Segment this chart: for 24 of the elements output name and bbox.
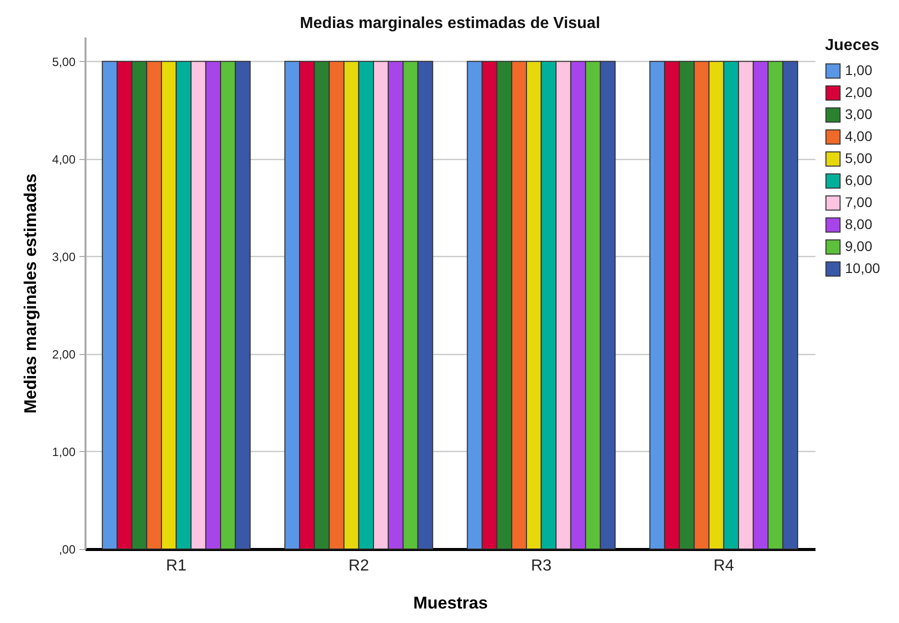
legend-label: 3,00 [845,106,872,122]
legend-label: 5,00 [845,150,872,166]
x-tick-label: R4 [714,558,734,574]
legend-label: 1,00 [845,62,872,78]
y-axis-title: Medias marginales estimadas [21,173,40,414]
x-axis-title: Muestras [413,594,488,612]
y-tick-label: ,00 [58,542,76,556]
legend-label: 10,00 [845,260,880,276]
y-tick-label: 5,00 [52,54,76,69]
legend-label: 6,00 [845,172,872,188]
y-tick-label: 2,00 [52,347,76,362]
legend-label: 8,00 [845,216,872,232]
legend-label: 4,00 [845,128,872,144]
y-tick-label: 1,00 [52,444,76,459]
legend-label: 7,00 [845,194,872,210]
legend-title: Jueces [825,37,880,54]
chart-title: Medias marginales estimadas de Visual [300,15,600,32]
legend-label: 2,00 [845,84,872,100]
x-tick-label: R2 [348,558,370,574]
legend-label: 9,00 [845,238,872,254]
y-tick-label: 4,00 [52,152,76,166]
y-tick-label: 3,00 [52,250,76,264]
x-tick-label: R3 [531,558,552,574]
x-tick-label: R1 [166,558,187,574]
